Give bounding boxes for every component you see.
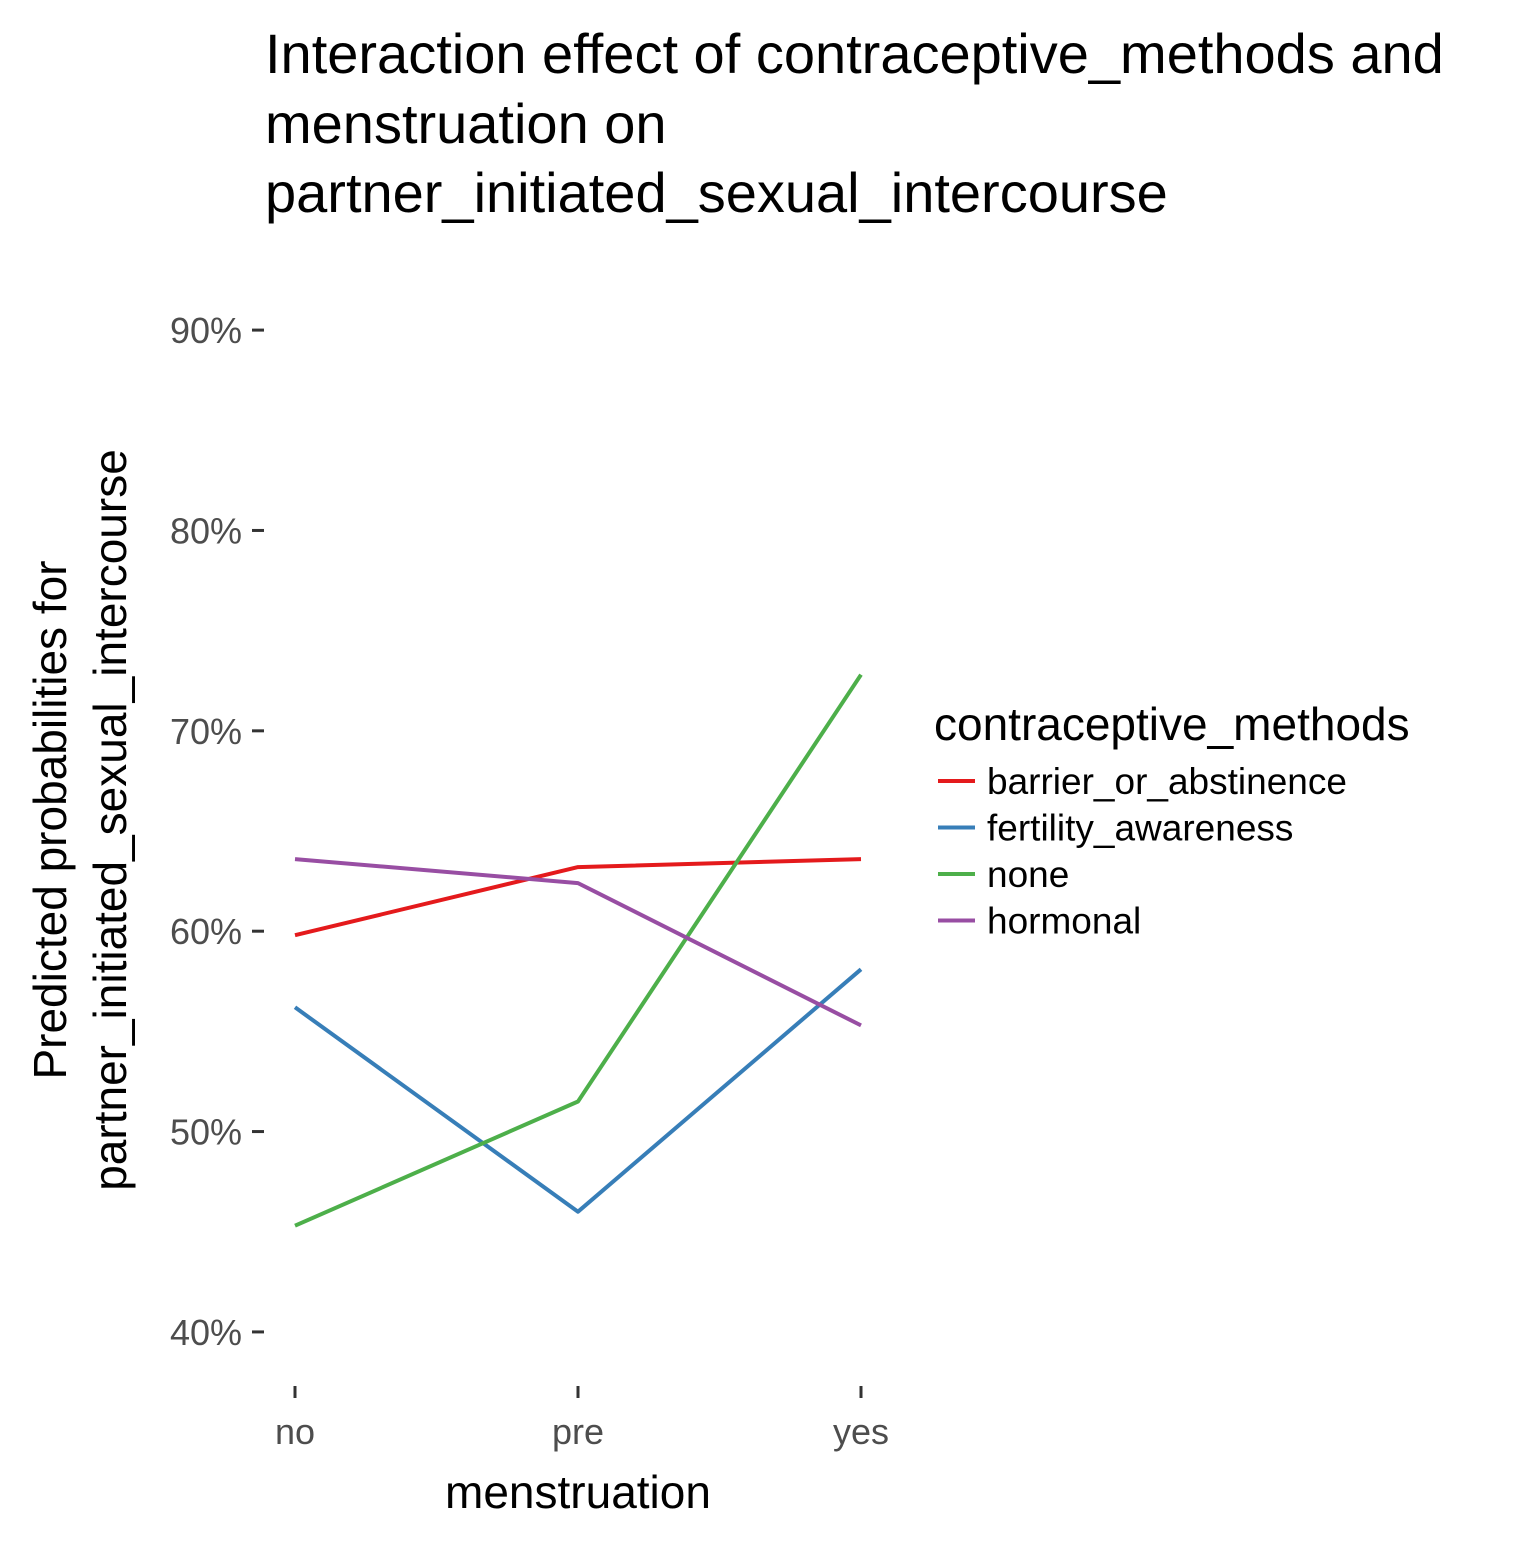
series-line-fertility-awareness [293,967,863,1214]
y-tick-label: 90% [170,310,242,351]
legend-items: barrier_or_abstinence fertility_awareness… [938,761,1347,942]
y-axis-title-line-1: Predicted probabilities for [24,560,76,1079]
legend-label-none: none [987,854,1069,895]
y-tick-label: 80% [170,510,242,551]
chart-title: Interaction effect of contraceptive_meth… [265,22,1444,224]
x-tick-label: pre [552,1411,604,1452]
x-axis: no pre yes [275,1386,889,1452]
y-tick-label: 50% [170,1112,242,1153]
y-tick-label: 40% [170,1312,242,1353]
x-axis-title: menstruation [445,1466,711,1518]
legend-title: contraceptive_methods [934,698,1410,750]
y-axis: 40% 50% 60% 70% 80% 90% [170,310,264,1353]
x-tick-label: yes [833,1411,889,1452]
chart-title-line-2: menstruation on [265,92,667,155]
legend-label-fertility-awareness: fertility_awareness [987,808,1293,849]
chart-title-line-1: Interaction effect of contraceptive_meth… [265,22,1444,85]
y-tick-label: 60% [170,911,242,952]
series-line-none [294,673,863,1228]
legend-label-barrier-or-abstinence: barrier_or_abstinence [987,761,1347,802]
chart-title-line-3: partner_initiated_sexual_intercourse [265,161,1168,224]
legend-label-hormonal: hormonal [987,901,1141,942]
y-tick-label: 70% [170,711,242,752]
y-axis-title: Predicted probabilities for partner_init… [24,449,136,1191]
series-layer [293,673,863,1228]
series-line-hormonal [294,857,862,1028]
series-line-barrier-or-abstinence [294,857,862,938]
legend: contraceptive_methods barrier_or_abstine… [934,698,1410,942]
x-tick-label: no [275,1411,315,1452]
y-axis-title-line-2: partner_initiated_sexual_intercourse [84,449,136,1191]
